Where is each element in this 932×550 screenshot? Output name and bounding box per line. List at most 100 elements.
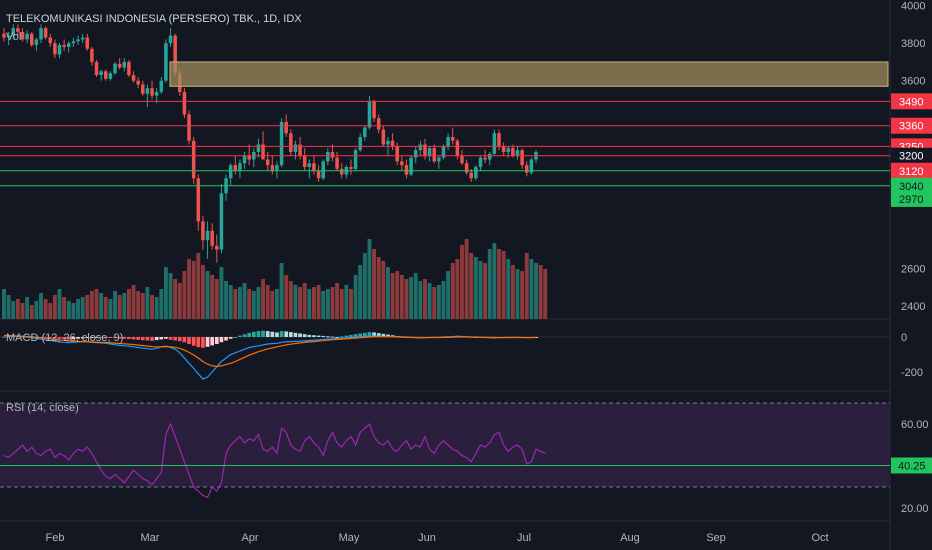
macd-histogram-bar	[339, 336, 344, 338]
macd-histogram-bar	[62, 337, 66, 340]
candle-body	[413, 150, 418, 158]
candle-body	[464, 163, 469, 173]
candle-body	[215, 245, 219, 250]
volume-bar	[409, 277, 414, 319]
volume-bar	[335, 283, 340, 319]
volume-bar	[71, 303, 76, 319]
price-tag-background	[891, 147, 932, 164]
candle-body	[284, 121, 288, 134]
volume-bar	[214, 279, 219, 319]
volume-bar	[316, 285, 321, 319]
candle-body	[469, 172, 473, 179]
rsi-band	[0, 403, 890, 487]
macd-label: MACD (12, 26, close, 9)	[6, 332, 123, 344]
candle-body	[108, 73, 113, 79]
volume-bar	[330, 287, 335, 319]
volume-bar	[2, 289, 6, 319]
volume-bar	[381, 261, 386, 319]
candle-body	[16, 28, 20, 32]
macd-histogram-bar	[316, 335, 321, 337]
signal-line	[3, 335, 536, 368]
macd-histogram-bar	[159, 337, 164, 340]
macd-histogram-bar	[150, 337, 154, 341]
candle-body	[427, 148, 432, 156]
candle-body	[145, 88, 150, 94]
candle-body	[159, 80, 164, 92]
macd-histogram-bar	[312, 335, 316, 337]
volume-bar	[145, 287, 150, 319]
macd-histogram-bar	[219, 337, 224, 343]
candle-body	[85, 37, 90, 49]
macd-histogram-bar	[210, 337, 215, 346]
macd-histogram-bar	[53, 337, 57, 339]
macd-histogram-bar	[228, 337, 233, 339]
macd-histogram-bar	[117, 337, 122, 339]
candle-body	[191, 140, 196, 179]
volume-label: Vol	[6, 31, 21, 43]
macd-histogram-bar	[168, 337, 173, 340]
macd-histogram-bar	[80, 337, 85, 339]
macd-histogram-bar	[358, 333, 363, 337]
price-tag-label: 3040	[899, 181, 923, 193]
candle-body	[238, 163, 242, 171]
macd-histogram-bar	[154, 337, 159, 341]
macd-histogram-bar	[307, 334, 312, 337]
volume-bar	[427, 283, 432, 319]
candle-body	[256, 144, 261, 152]
volume-bar	[150, 295, 154, 319]
candle-body	[432, 148, 436, 162]
volume-bar	[478, 261, 483, 319]
candle-body	[353, 150, 358, 169]
volume-bar	[515, 269, 520, 319]
time-tick-label: Jun	[418, 532, 436, 544]
candle-body	[210, 230, 214, 246]
candle-body	[62, 45, 66, 47]
rsi-pane[interactable]	[0, 402, 890, 499]
candle-body	[201, 221, 205, 241]
macd-histogram-bar	[214, 337, 219, 344]
volume-bar	[469, 253, 474, 319]
macd-histogram-bar	[288, 332, 293, 337]
macd-histogram-bar	[224, 337, 228, 341]
volume-bar	[136, 291, 141, 319]
volume-bar	[261, 279, 266, 319]
macd-histogram-bar	[57, 337, 62, 339]
volume-bar	[288, 281, 293, 319]
candle-body	[164, 43, 168, 81]
macd-histogram-bar	[325, 336, 330, 338]
volume-bar	[117, 295, 122, 319]
macd-histogram-bar	[261, 330, 265, 337]
candle-body	[298, 144, 302, 156]
volume-bar	[510, 265, 515, 319]
macd-histogram-bar	[265, 331, 270, 337]
time-tick-label: Mar	[141, 532, 160, 544]
price-tag-label: 3200	[899, 151, 923, 163]
rsi-label: RSI (14, close)	[6, 402, 79, 414]
volume-bar	[353, 275, 358, 319]
macd-histogram-bar	[85, 337, 90, 339]
candle-body	[293, 144, 298, 152]
time-tick-label: May	[339, 532, 360, 544]
volume-bar	[6, 295, 11, 319]
macd-histogram-bar	[94, 337, 99, 338]
candle-body	[173, 35, 177, 74]
candle-body	[43, 28, 48, 38]
volume-bar	[344, 285, 349, 319]
volume-bar	[487, 249, 492, 319]
volume-bar	[256, 287, 261, 319]
candle-body	[302, 155, 307, 168]
rsi-tick-label: 60.00	[901, 419, 929, 431]
macd-histogram-bar	[284, 331, 289, 337]
candle-body	[53, 43, 57, 55]
volume-bar	[205, 271, 210, 319]
candle-body	[233, 165, 238, 171]
candle-body	[409, 157, 413, 175]
volume-bar	[89, 291, 94, 319]
volume-bar	[520, 271, 525, 319]
candle-body	[312, 163, 316, 171]
candle-body	[506, 148, 511, 152]
candle-body	[29, 33, 34, 46]
macd-histogram-bar	[238, 335, 242, 337]
macd-pane[interactable]	[0, 330, 890, 380]
